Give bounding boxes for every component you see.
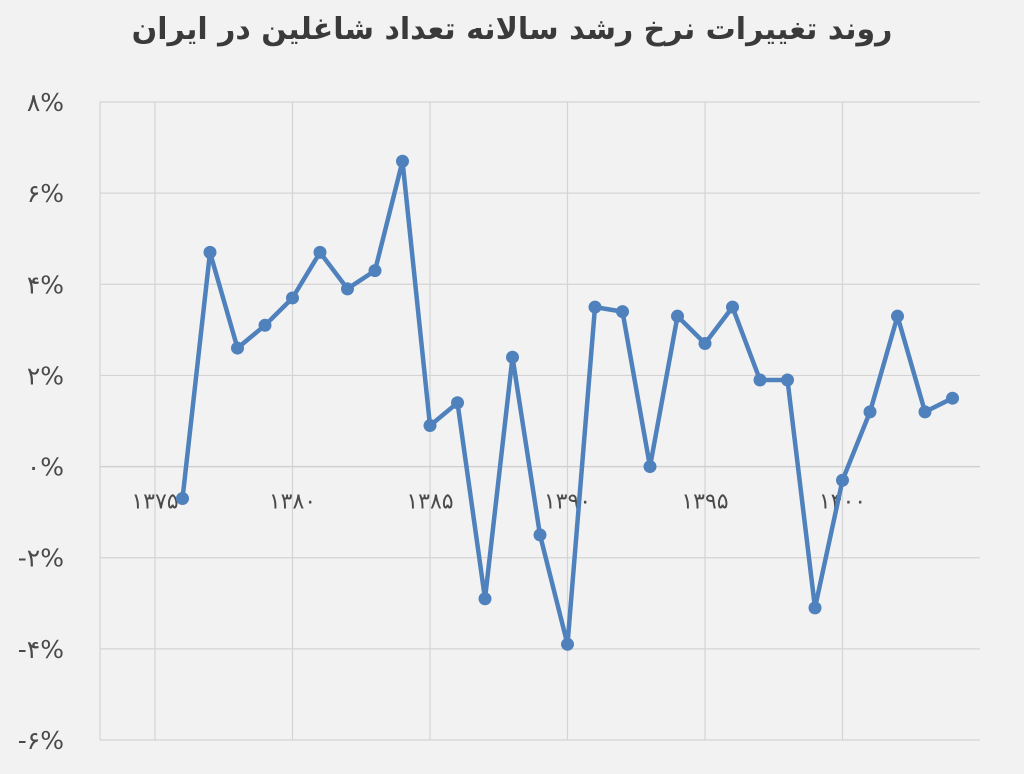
x-tick-label: ۱۴۰۰ (819, 490, 866, 515)
axis-layer: -۶% -۴% -۲% ۰% ۲% ۴% ۶% ۸% ۱۳۷۵ ۱۳۸۰ ۱۳۸۵ ۱۳۹۰ ۱۳۹۵ ۱… (18, 88, 980, 755)
y-tick-label: ۰% (27, 453, 64, 482)
data-point (286, 291, 299, 305)
data-point (946, 391, 959, 405)
data-point (368, 264, 382, 278)
data-point (203, 245, 217, 259)
data-point (808, 601, 822, 615)
data-point (231, 341, 244, 355)
y-tick-label: ۴% (27, 270, 64, 299)
data-point (726, 300, 739, 314)
data-point (863, 405, 877, 419)
data-point (506, 350, 519, 364)
data-point (423, 419, 437, 433)
data-point (671, 309, 684, 323)
data-point (313, 245, 327, 259)
y-tick-label: ۶% (27, 179, 64, 208)
data-point (643, 460, 657, 474)
x-tick-label: ۱۳۸۵ (406, 490, 453, 515)
data-point (836, 473, 849, 487)
data-point (341, 282, 354, 296)
data-point (396, 154, 409, 168)
x-tick-label: ۱۳۹۰ (544, 490, 591, 515)
grid-layer (99, 101, 980, 741)
data-point (533, 528, 547, 542)
y-tick-label: -۴% (18, 635, 64, 664)
data-point (561, 637, 574, 651)
x-tick-label: ۱۳۹۵ (681, 490, 728, 515)
data-point (918, 405, 932, 419)
x-tick-label: ۱۳۷۵ (131, 490, 178, 515)
data-point (176, 491, 189, 505)
series-layer (176, 154, 959, 651)
y-tick-label: -۶% (18, 726, 64, 755)
data-point (478, 592, 492, 606)
data-point (451, 396, 464, 410)
data-point (588, 300, 602, 314)
y-tick-label: ۸% (27, 88, 64, 117)
x-tick-label: ۱۳۸۰ (269, 490, 316, 515)
data-point (258, 318, 272, 332)
data-point (753, 373, 767, 387)
y-tick-label: ۲% (27, 361, 64, 390)
chart-title: روند تغییرات نرخ رشد سالانه تعداد شاغلین… (131, 12, 893, 47)
y-tick-label: -۲% (18, 544, 64, 573)
data-point (698, 337, 712, 351)
data-point (891, 309, 904, 323)
data-point (781, 373, 794, 387)
data-point (616, 305, 629, 319)
